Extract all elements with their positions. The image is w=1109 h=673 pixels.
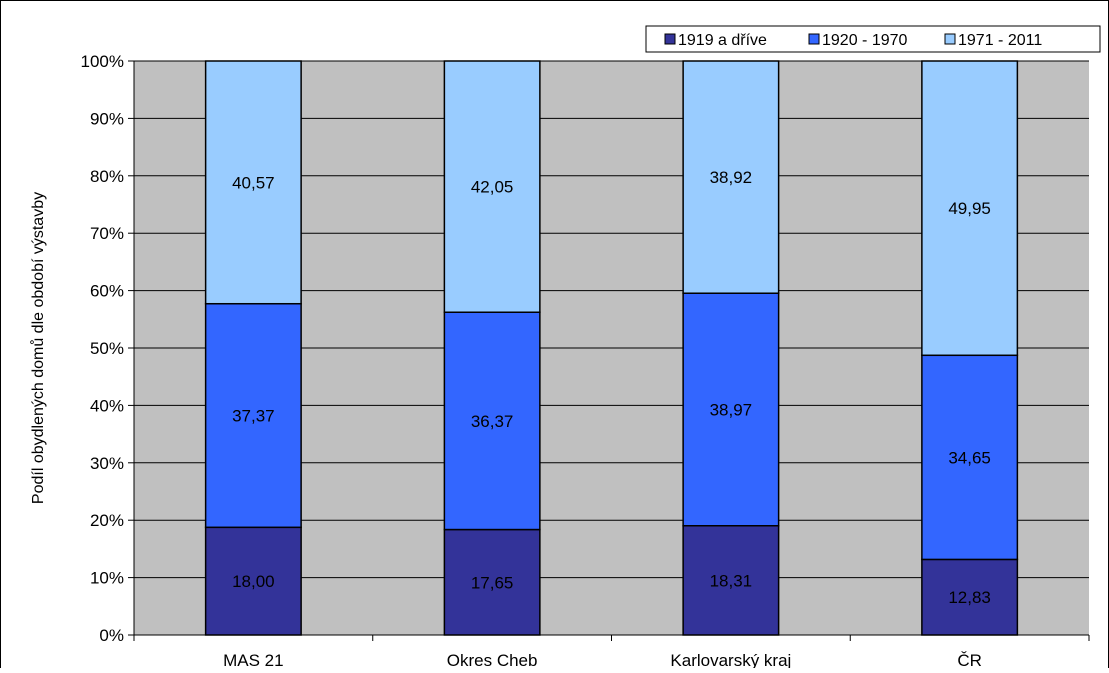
- legend-label: 1919 a dříve: [678, 32, 767, 49]
- y-tick-label: 40%: [90, 396, 124, 415]
- data-label: 37,37: [232, 407, 275, 426]
- data-label: 49,95: [948, 199, 991, 218]
- legend: 1919 a dříve 1920 - 1970 1971 - 2011: [645, 25, 1101, 53]
- y-tick-label: 80%: [90, 167, 124, 186]
- legend-label: 1971 - 2011: [958, 32, 1042, 49]
- y-tick-label: 10%: [90, 569, 124, 588]
- bar-segment: [921, 60, 1019, 357]
- bar-segment: [921, 558, 1019, 636]
- bar-segment: [204, 526, 302, 636]
- y-axis-ticks: 0% 10% 20% 30% 40% 50% 60% 70% 80% 90% 100%: [81, 52, 134, 645]
- bar-segment: [682, 292, 780, 527]
- x-tick-label: Karlovarský kraj: [670, 651, 791, 668]
- x-tick-label: Okres Cheb: [447, 651, 538, 668]
- data-label: 42,05: [471, 178, 514, 197]
- y-tick-label: 50%: [90, 339, 124, 358]
- x-axis-labels: MAS 21 Okres Cheb Karlovarský kraj ČR: [133, 635, 1090, 670]
- data-label: 17,65: [471, 573, 514, 592]
- legend-swatch: [808, 33, 820, 45]
- legend-label: 1920 - 1970: [822, 32, 908, 49]
- y-tick-label: 30%: [90, 454, 124, 473]
- data-label: 38,92: [710, 168, 753, 187]
- y-tick-label: 100%: [81, 52, 124, 71]
- legend-swatch: [664, 33, 676, 45]
- x-tick-label: ČR: [957, 651, 982, 668]
- bar-segment: [682, 524, 780, 636]
- y-tick-label: 60%: [90, 282, 124, 301]
- y-tick-label: 0%: [99, 626, 124, 645]
- data-label: 12,83: [948, 588, 991, 607]
- bar-segment: [443, 60, 541, 313]
- x-tick-label: MAS 21: [223, 651, 283, 668]
- y-tick-label: 90%: [90, 109, 124, 128]
- bar-segment: [921, 354, 1019, 561]
- data-label: 18,31: [710, 571, 753, 590]
- data-label: 40,57: [232, 173, 275, 192]
- bar-segment: [682, 60, 780, 294]
- legend-swatch: [944, 33, 956, 45]
- data-label: 18,00: [232, 572, 275, 591]
- data-label: 34,65: [948, 448, 991, 467]
- y-tick-label: 20%: [90, 511, 124, 530]
- bar-segment: [443, 311, 541, 531]
- bar-segment: [204, 302, 302, 529]
- bars: 18,00 37,37 40,57 17,65 36,37 42,05 18,31 38,97…: [204, 60, 1019, 636]
- y-tick-label: 70%: [90, 224, 124, 243]
- y-axis-label: Podíl obydlených domů dle období výstavb…: [29, 192, 47, 504]
- data-label: 38,97: [710, 400, 753, 419]
- data-label: 36,37: [471, 412, 514, 431]
- legend-box: [645, 25, 1101, 53]
- bar-segment: [204, 60, 302, 305]
